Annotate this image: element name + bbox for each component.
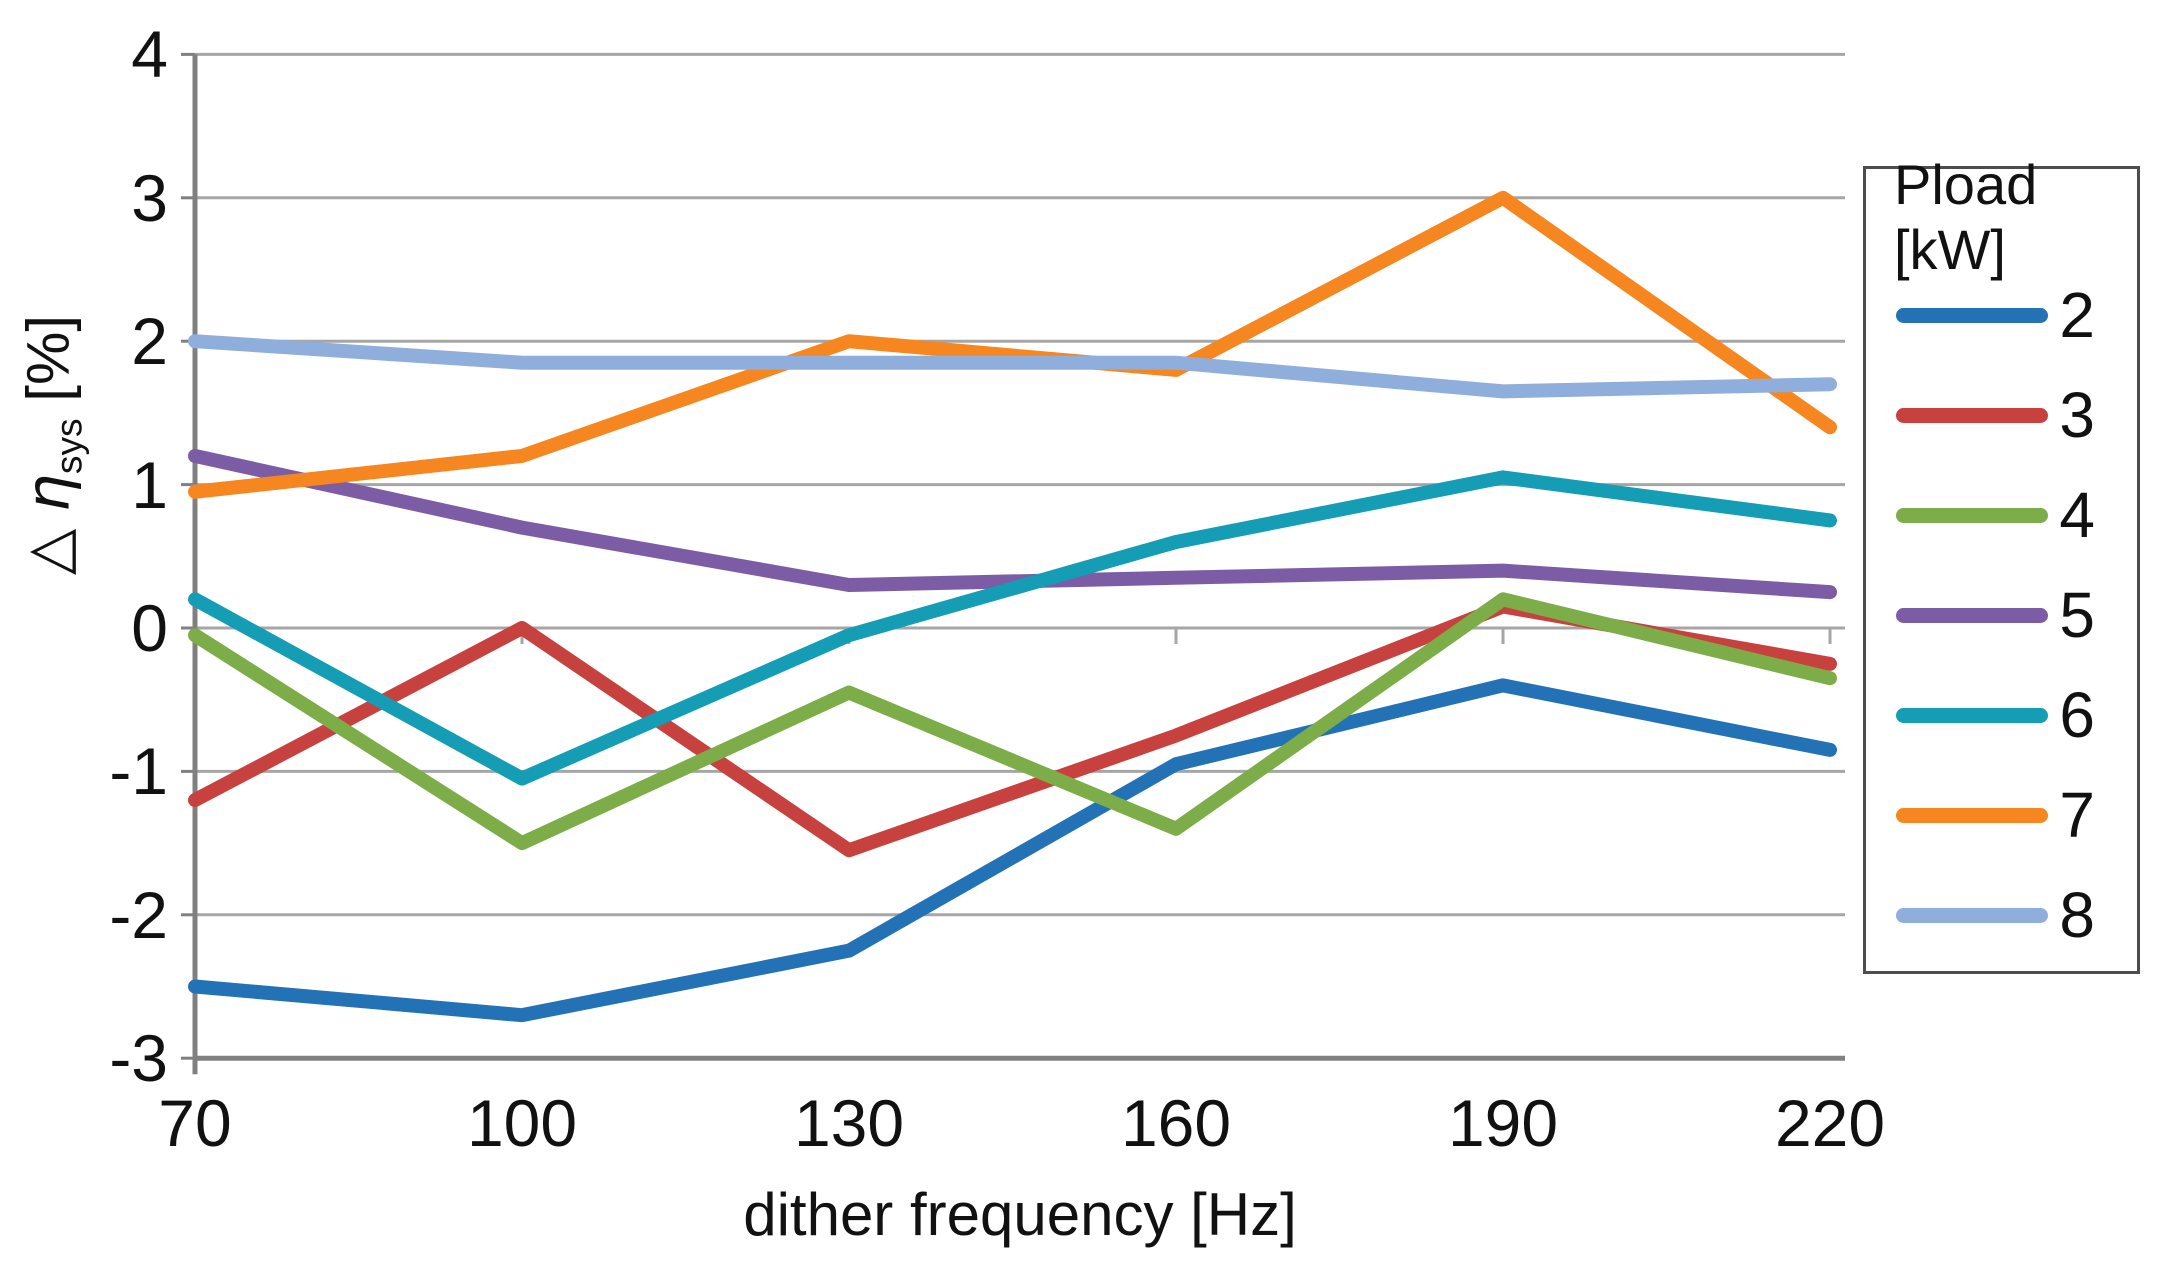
series-line-7 (188, 190, 1837, 499)
legend-swatch-line (1896, 307, 2048, 323)
legend-swatch-line (1896, 607, 2048, 623)
series-line-5 (188, 448, 1837, 600)
legend-swatch-line (1896, 407, 2048, 423)
legend-item-label: 8 (2059, 879, 2095, 951)
x-axis-title: dither frequency [Hz] (743, 1181, 1297, 1248)
legend-items: 2 3 4 5 6 7 8 (1866, 265, 2137, 965)
legend-item: 5 (1866, 565, 2137, 665)
legend-swatch-line (1896, 507, 2048, 523)
y-unit: [%] (14, 314, 82, 402)
legend-item: 2 (1866, 265, 2137, 365)
legend: Pload [kW] 2 3 4 5 6 7 8 (1863, 153, 2140, 974)
legend-item-label: 3 (2059, 379, 2095, 451)
legend-item: 8 (1866, 865, 2137, 965)
x-tick-label: 160 (1120, 1086, 1232, 1160)
y-tick-label: 4 (131, 17, 168, 92)
series-line-4 (188, 592, 1837, 851)
x-tick-label: 130 (793, 1086, 905, 1160)
legend-swatch-line (1896, 807, 2048, 823)
y-tick-label: -2 (109, 877, 168, 952)
legend-item-label: 6 (2059, 679, 2095, 751)
y-tick-label: -3 (109, 1021, 168, 1096)
legend-swatch-line (1896, 907, 2048, 923)
y-tick-label: -1 (109, 734, 168, 809)
y-tick-label: 2 (131, 304, 168, 379)
legend-swatch-line (1896, 707, 2048, 723)
legend-item-label: 7 (2059, 779, 2095, 851)
series-line-6 (188, 470, 1837, 786)
x-tick-label: 220 (1774, 1086, 1886, 1160)
legend-item: 6 (1866, 665, 2137, 765)
x-tick-label: 190 (1447, 1086, 1559, 1160)
legend-item: 4 (1866, 465, 2137, 565)
eta-symbol: η (13, 474, 84, 513)
legend-item-label: 4 (2059, 479, 2095, 551)
legend-item: 3 (1866, 365, 2137, 465)
y-axis-title: △ ηsys [%] (14, 315, 91, 575)
legend-item-label: 2 (2059, 279, 2095, 351)
legend-item: 7 (1866, 765, 2137, 865)
y-tick-label: 0 (131, 591, 168, 665)
delta-symbol: △ (14, 528, 82, 576)
series-line-8 (188, 334, 1837, 399)
x-tick-label: 70 (158, 1086, 232, 1160)
x-tick-label: 100 (466, 1086, 578, 1160)
y-tick-label: 3 (131, 160, 168, 235)
eta-subscript: sys (47, 418, 90, 475)
legend-title: Pload [kW] (1894, 153, 2038, 281)
y-tick-label: 1 (131, 447, 168, 522)
series-line-2 (188, 678, 1837, 1023)
legend-item-label: 5 (2059, 579, 2095, 651)
